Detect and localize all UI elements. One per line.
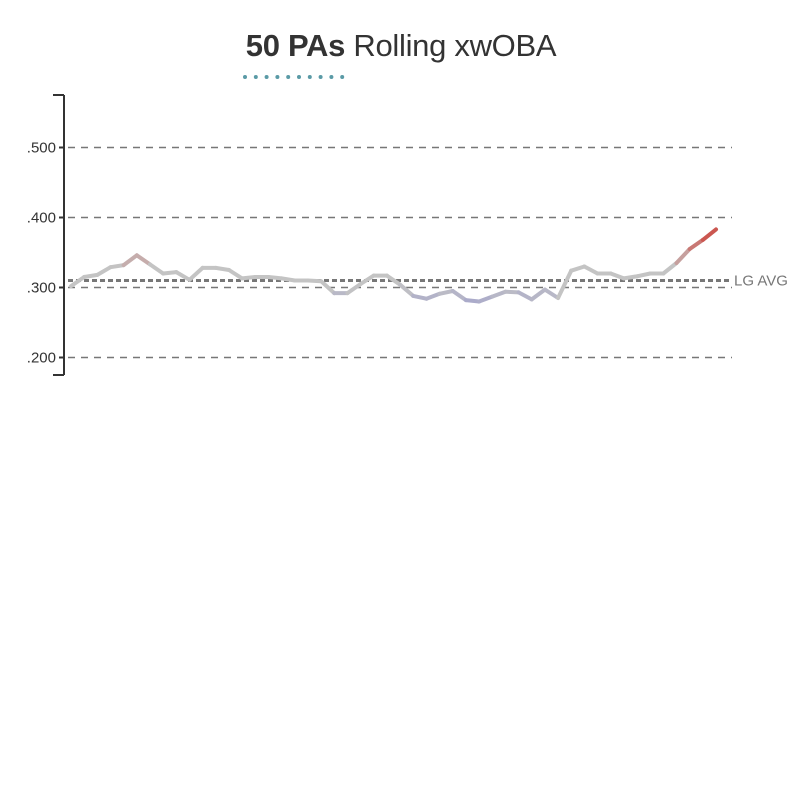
series-line-segment bbox=[240, 275, 258, 281]
series-line-segment bbox=[529, 287, 547, 302]
series-line-segment bbox=[450, 289, 468, 303]
chart-title-bold: 50 PAs bbox=[245, 28, 346, 63]
y-tick-label: .400 bbox=[27, 210, 56, 227]
series-line-segment bbox=[569, 264, 587, 273]
series-line-segment bbox=[503, 289, 521, 295]
series-line-segment bbox=[411, 293, 429, 301]
chart-title: 50 PAs Rolling xwOBA bbox=[0, 28, 802, 64]
series-line-segment bbox=[161, 270, 179, 276]
series-line-segment bbox=[69, 275, 87, 289]
series-line-segment bbox=[121, 253, 139, 268]
chart-title-rest: Rolling xwOBA bbox=[353, 28, 557, 63]
league-average: LG AVG bbox=[68, 273, 788, 290]
series-line-segment bbox=[279, 276, 297, 283]
title-underline-dot bbox=[297, 75, 301, 79]
league-average-label: LG AVG bbox=[734, 273, 788, 290]
title-underline-dot bbox=[307, 75, 312, 79]
series-line-segment bbox=[213, 265, 231, 272]
series-line-segment bbox=[674, 247, 692, 265]
series-line-segment bbox=[398, 282, 416, 298]
series-line-segment bbox=[608, 271, 626, 281]
y-tick-label: .300 bbox=[27, 280, 56, 297]
series-line-segment bbox=[463, 298, 482, 304]
series-line-segment bbox=[490, 289, 508, 299]
series-line-segment bbox=[147, 262, 166, 276]
series-line-segment bbox=[582, 264, 600, 276]
series-line-segment bbox=[358, 273, 376, 286]
title-underline-dot bbox=[318, 75, 323, 79]
series-line-segment bbox=[661, 261, 679, 276]
series-line-segment bbox=[477, 294, 495, 304]
y-tick-label: .500 bbox=[27, 140, 56, 157]
series-line-segment bbox=[700, 227, 718, 242]
series-line-segment bbox=[384, 273, 403, 287]
title-underline-dot bbox=[275, 75, 280, 79]
series-line bbox=[69, 227, 718, 304]
series-line-segment bbox=[556, 268, 574, 300]
gridlines bbox=[68, 146, 732, 359]
series-line-segment bbox=[424, 291, 442, 301]
series-line-segment bbox=[687, 237, 705, 251]
series-line-segment bbox=[226, 268, 245, 281]
y-axis: .200 .300 .400 .500 bbox=[27, 94, 65, 376]
series-line-segment bbox=[187, 265, 205, 282]
series-line-segment bbox=[305, 278, 324, 284]
series-line-segment bbox=[635, 271, 653, 279]
series-line-segment bbox=[437, 289, 455, 296]
title-underline-dots bbox=[243, 75, 345, 79]
series-line-segment bbox=[95, 265, 113, 277]
title-underline-dot bbox=[340, 75, 345, 79]
series-line-segment bbox=[621, 274, 640, 281]
title-underline-dot bbox=[243, 75, 247, 79]
title-underline-dot bbox=[286, 75, 291, 79]
series-line-segment bbox=[82, 272, 100, 279]
title-underline-dot bbox=[264, 75, 269, 79]
series-line-segment bbox=[542, 287, 561, 300]
series-line-segment bbox=[134, 253, 152, 267]
series-line-segment bbox=[345, 282, 363, 296]
series-line-segment bbox=[266, 275, 284, 281]
series-line-segment bbox=[516, 290, 534, 302]
title-underline-dot bbox=[329, 75, 334, 79]
series-line-segment bbox=[319, 279, 337, 296]
series-line-segment bbox=[174, 270, 192, 282]
title-underline-dot bbox=[253, 75, 258, 79]
y-tick-label: .200 bbox=[27, 350, 56, 367]
series-line-segment bbox=[108, 263, 126, 270]
